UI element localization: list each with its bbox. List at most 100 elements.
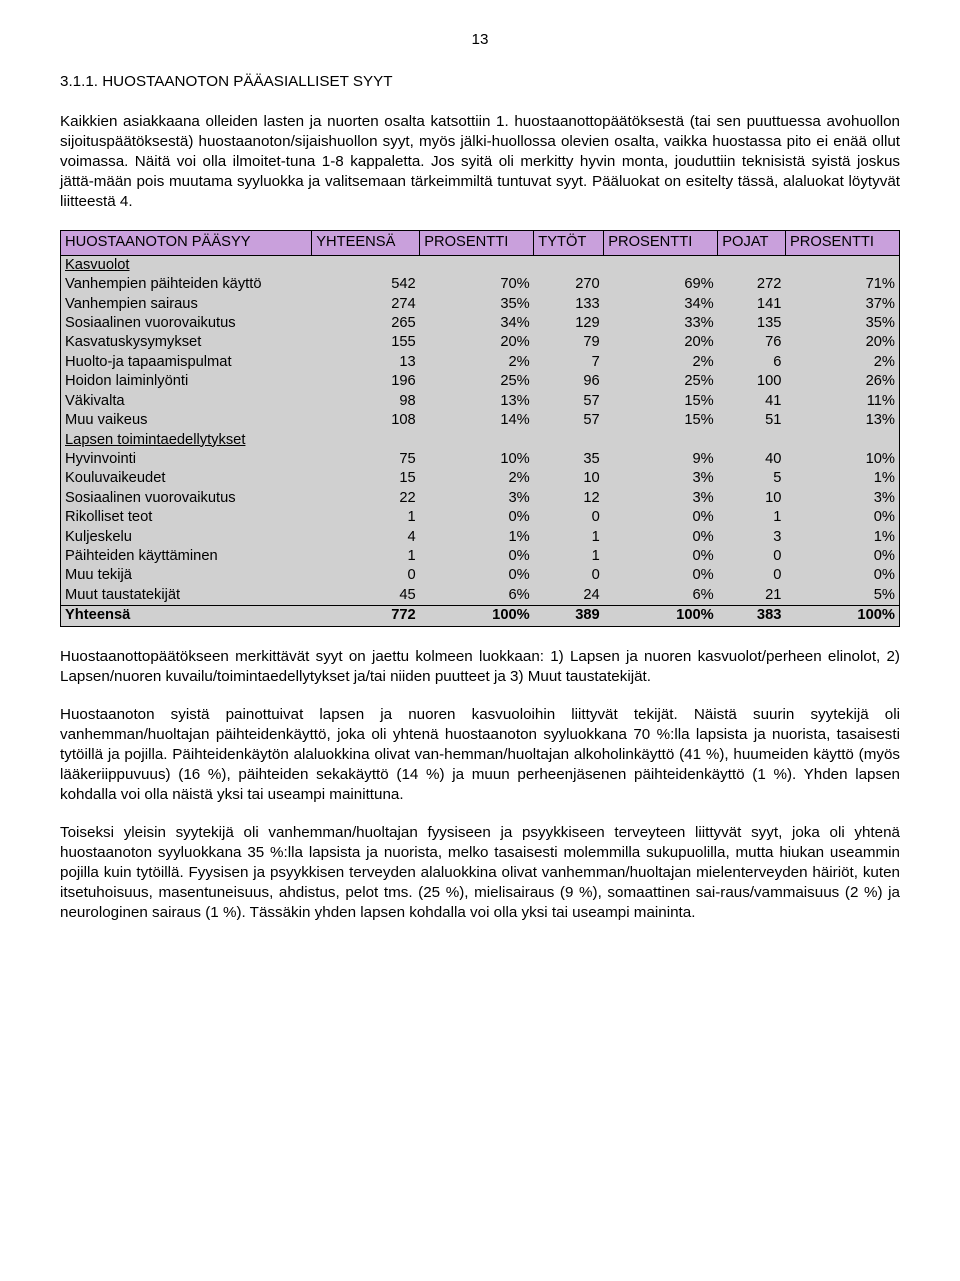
paragraph-2: Huostaanottopäätökseen merkittävät syyt … <box>60 647 900 687</box>
cell-value: 3 <box>718 528 786 547</box>
row-label: Muut taustatekijät <box>61 586 312 606</box>
cell-value: 51 <box>718 411 786 430</box>
cell-value: 57 <box>534 411 604 430</box>
table-row: Muu vaikeus10814%5715%5113% <box>61 411 900 430</box>
cell-value: 20% <box>420 333 534 352</box>
cell-value: 69% <box>604 275 718 294</box>
table-row: Sosiaalinen vuorovaikutus223%123%103% <box>61 489 900 508</box>
cell-value: 35% <box>785 314 899 333</box>
row-label: Hyvinvointi <box>61 450 312 469</box>
cell-value: 141 <box>718 295 786 314</box>
cell-value: 11% <box>785 392 899 411</box>
cell-value: 57 <box>534 392 604 411</box>
cell-value: 70% <box>420 275 534 294</box>
cell-value: 274 <box>312 295 420 314</box>
cell-value: 15% <box>604 411 718 430</box>
table-row: Vanhempien päihteiden käyttö54270%27069%… <box>61 275 900 294</box>
table-row: Päihteiden käyttäminen10%10%00% <box>61 547 900 566</box>
cell-value: 9% <box>604 450 718 469</box>
cell-value: 0 <box>534 508 604 527</box>
cell-value: 45 <box>312 586 420 606</box>
row-label: Vanhempien päihteiden käyttö <box>61 275 312 294</box>
total-value: 100% <box>785 606 899 626</box>
row-label: Päihteiden käyttäminen <box>61 547 312 566</box>
cell-value: 25% <box>420 372 534 391</box>
total-value: 100% <box>420 606 534 626</box>
cell-value: 34% <box>420 314 534 333</box>
cell-value: 6 <box>718 353 786 372</box>
cell-value: 37% <box>785 295 899 314</box>
cell-value: 35 <box>534 450 604 469</box>
row-label: Sosiaalinen vuorovaikutus <box>61 489 312 508</box>
total-value: 389 <box>534 606 604 626</box>
row-label: Muu vaikeus <box>61 411 312 430</box>
cell-value: 71% <box>785 275 899 294</box>
section-title: Kasvuolot <box>61 255 900 275</box>
cell-value: 0% <box>785 508 899 527</box>
cell-value: 5 <box>718 469 786 488</box>
cell-value: 76 <box>718 333 786 352</box>
cell-value: 1 <box>312 508 420 527</box>
cell-value: 13 <box>312 353 420 372</box>
row-label: Vanhempien sairaus <box>61 295 312 314</box>
cell-value: 10 <box>718 489 786 508</box>
row-label: Sosiaalinen vuorovaikutus <box>61 314 312 333</box>
cell-value: 5% <box>785 586 899 606</box>
cell-value: 15% <box>604 392 718 411</box>
cell-value: 40 <box>718 450 786 469</box>
cell-value: 20% <box>604 333 718 352</box>
cell-value: 135 <box>718 314 786 333</box>
cell-value: 1 <box>718 508 786 527</box>
cell-value: 0 <box>312 566 420 585</box>
col-header: PROSENTTI <box>604 231 718 255</box>
col-header: PROSENTTI <box>785 231 899 255</box>
total-value: 772 <box>312 606 420 626</box>
total-value: 100% <box>604 606 718 626</box>
cell-value: 2% <box>785 353 899 372</box>
table-row: Rikolliset teot10%00%10% <box>61 508 900 527</box>
row-label: Kasvatuskysymykset <box>61 333 312 352</box>
col-header: PROSENTTI <box>420 231 534 255</box>
table-row: Vanhempien sairaus27435%13334%14137% <box>61 295 900 314</box>
cell-value: 3% <box>604 489 718 508</box>
total-label: Yhteensä <box>61 606 312 626</box>
section-heading: 3.1.1. HUOSTAANOTON PÄÄASIALLISET SYYT <box>60 72 900 92</box>
cell-value: 100 <box>718 372 786 391</box>
table-row: Hoidon laiminlyönti19625%9625%10026% <box>61 372 900 391</box>
col-header: YHTEENSÄ <box>312 231 420 255</box>
cell-value: 10% <box>420 450 534 469</box>
main-table: HUOSTAANOTON PÄÄSYY YHTEENSÄ PROSENTTI T… <box>60 230 900 626</box>
table-row: Kuljeskelu41%10%31% <box>61 528 900 547</box>
cell-value: 79 <box>534 333 604 352</box>
cell-value: 20% <box>785 333 899 352</box>
cell-value: 13% <box>420 392 534 411</box>
row-label: Väkivalta <box>61 392 312 411</box>
cell-value: 4 <box>312 528 420 547</box>
col-header: TYTÖT <box>534 231 604 255</box>
cell-value: 108 <box>312 411 420 430</box>
cell-value: 0% <box>604 528 718 547</box>
cell-value: 0% <box>420 508 534 527</box>
cell-value: 10% <box>785 450 899 469</box>
table-row: Väkivalta9813%5715%4111% <box>61 392 900 411</box>
cell-value: 1% <box>785 469 899 488</box>
table-row: Kasvatuskysymykset15520%7920%7620% <box>61 333 900 352</box>
cell-value: 0 <box>718 566 786 585</box>
cell-value: 3% <box>604 469 718 488</box>
page-number: 13 <box>60 30 900 50</box>
cell-value: 0 <box>534 566 604 585</box>
cell-value: 10 <box>534 469 604 488</box>
cell-value: 1% <box>420 528 534 547</box>
cell-value: 0% <box>604 508 718 527</box>
table-total-row: Yhteensä772100%389100%383100% <box>61 606 900 626</box>
cell-value: 35% <box>420 295 534 314</box>
cell-value: 133 <box>534 295 604 314</box>
cell-value: 6% <box>420 586 534 606</box>
cell-value: 24 <box>534 586 604 606</box>
paragraph-4: Toiseksi yleisin syytekijä oli vanhemman… <box>60 823 900 923</box>
cell-value: 7 <box>534 353 604 372</box>
cell-value: 1 <box>312 547 420 566</box>
row-label: Huolto-ja tapaamispulmat <box>61 353 312 372</box>
table-row: Huolto-ja tapaamispulmat132%72%62% <box>61 353 900 372</box>
cell-value: 96 <box>534 372 604 391</box>
